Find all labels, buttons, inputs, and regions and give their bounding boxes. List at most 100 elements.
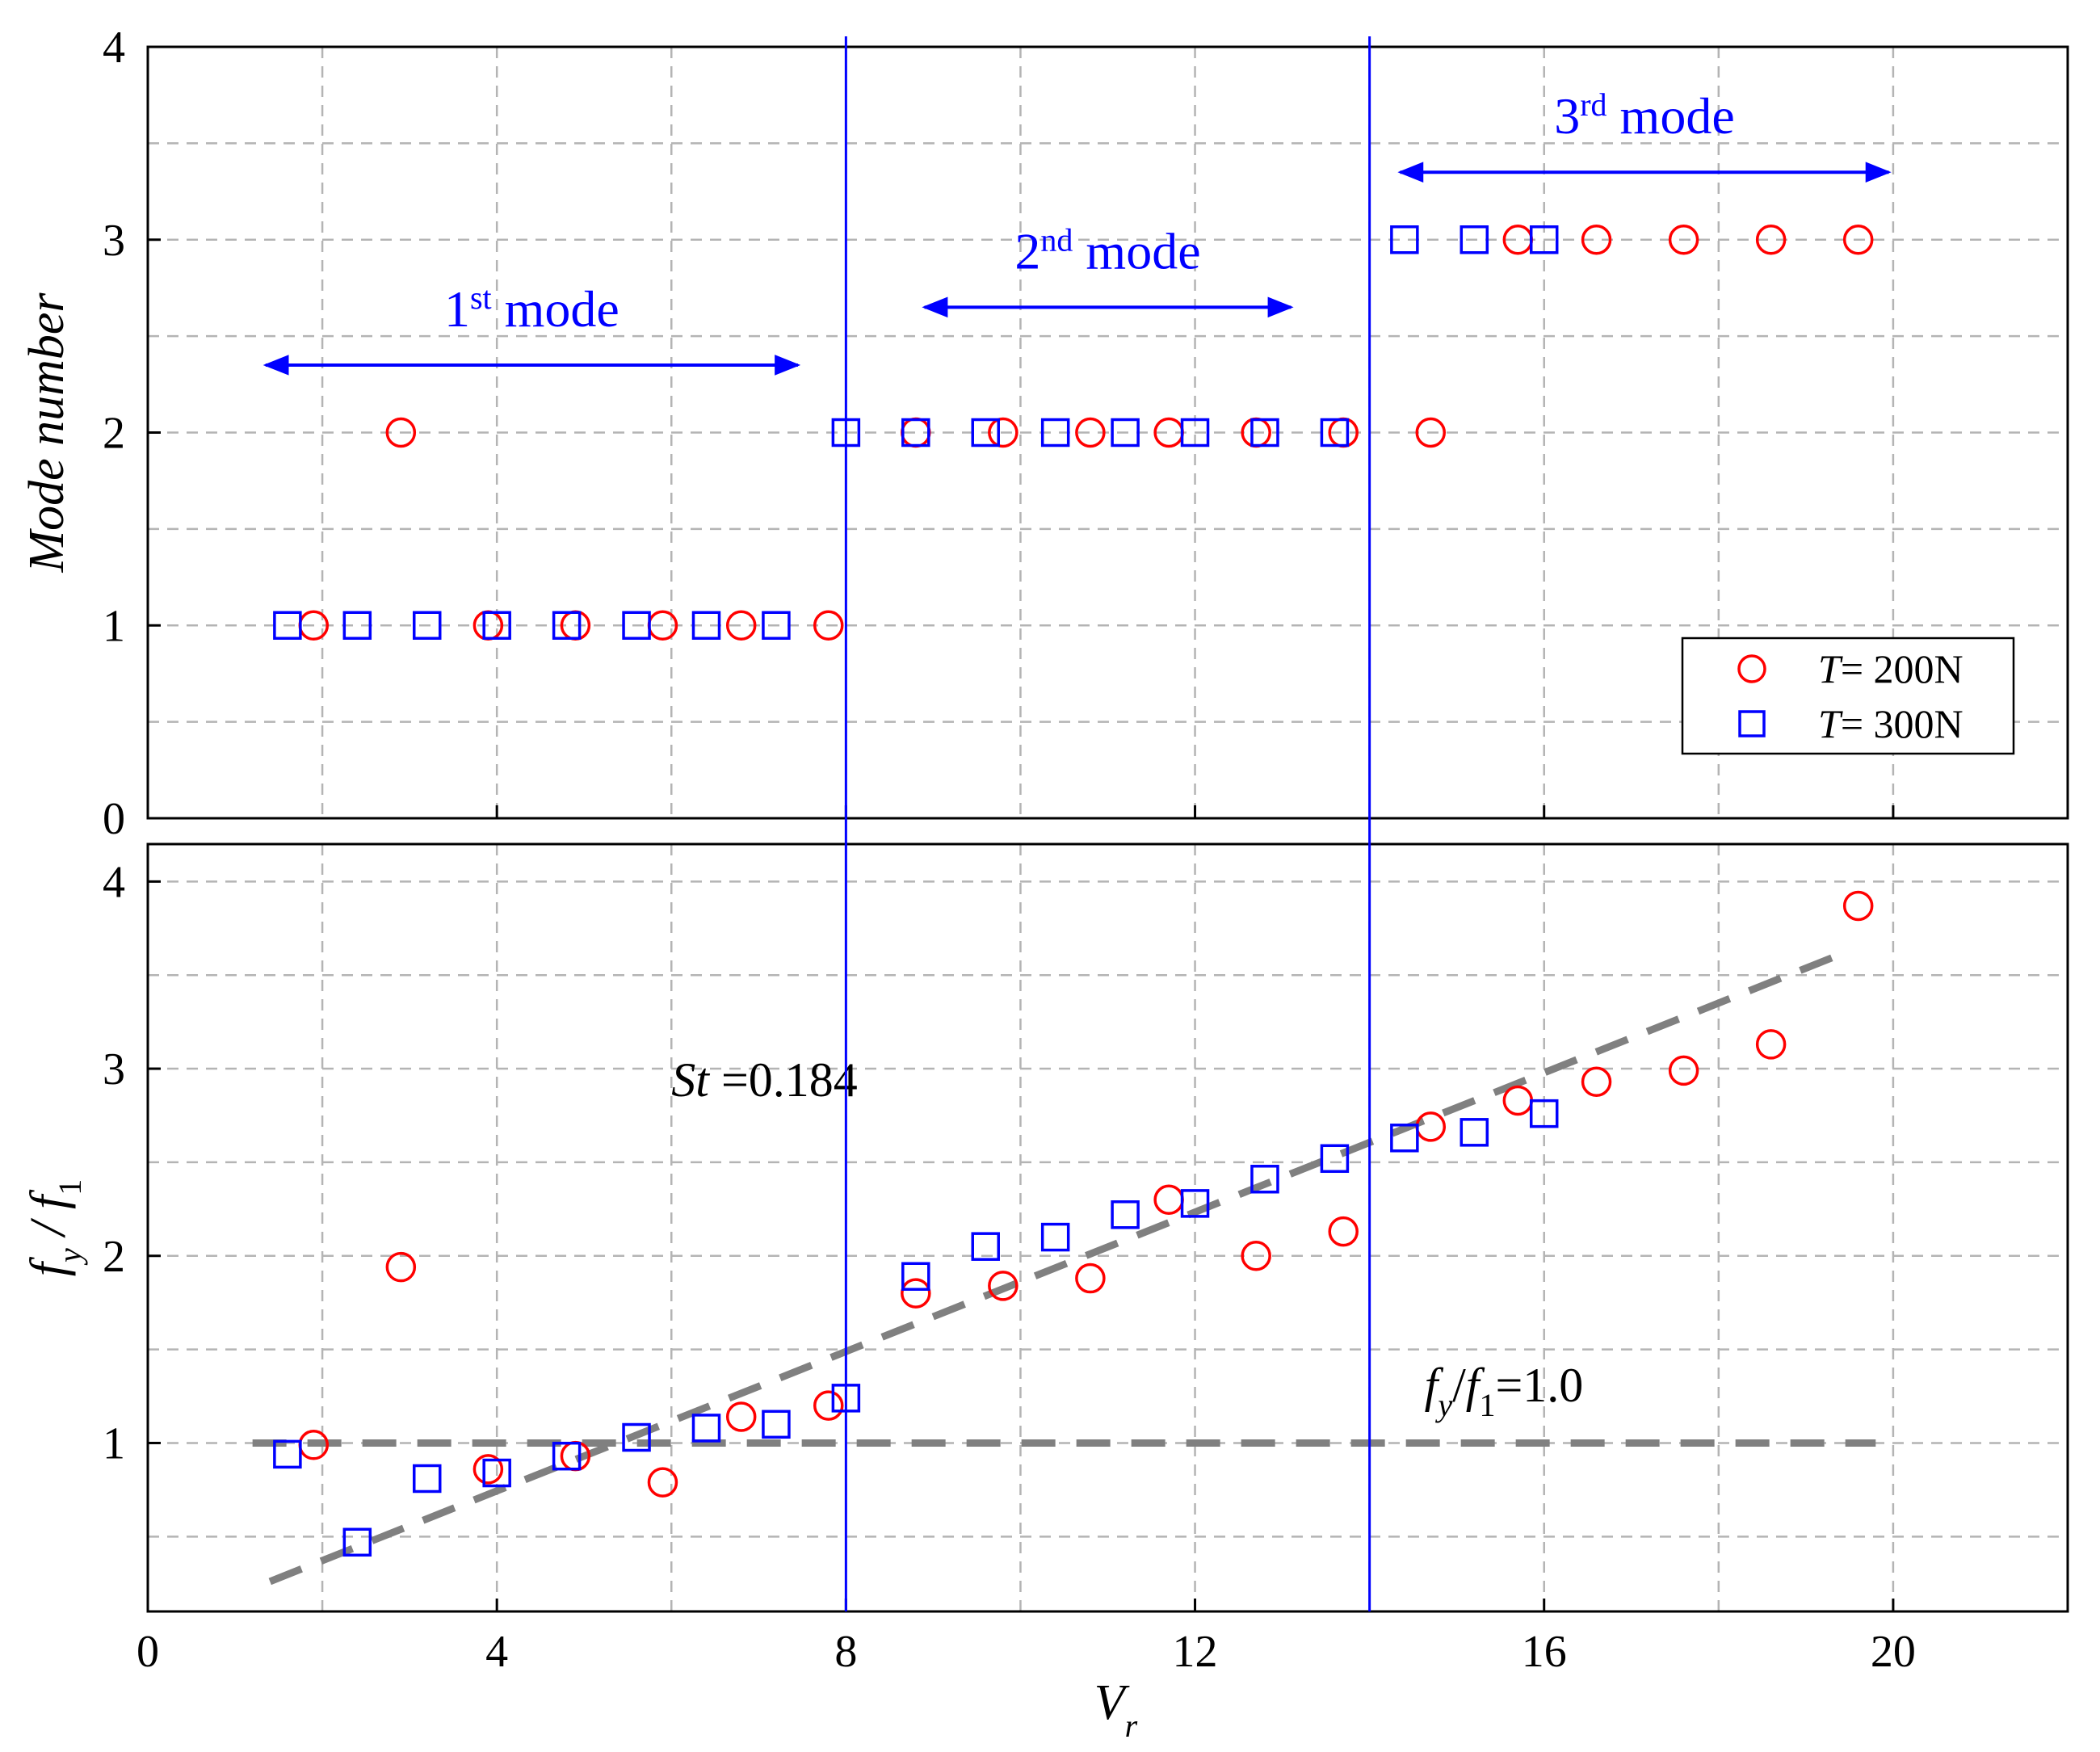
bottom-square-point	[342, 1527, 372, 1557]
bottom-square-point	[1040, 1222, 1070, 1252]
bottom-square-point	[1180, 1189, 1210, 1218]
bottom-circle-point	[647, 1467, 678, 1498]
bottom-circle-point	[1241, 1241, 1271, 1271]
bottom-circle-point	[1668, 1055, 1699, 1086]
bottom-annotations: St =0.184 fy/f1=1.0	[671, 1053, 1583, 1423]
top-circle-point	[813, 610, 844, 641]
top-circle-point	[725, 610, 757, 641]
bottom-reference-lines	[252, 947, 1876, 1586]
bottom-square-point	[273, 1439, 302, 1469]
bottom-circle-point	[385, 1251, 417, 1283]
legend-circle-icon	[1737, 654, 1766, 683]
top-square-point	[1320, 418, 1350, 447]
bottom-plot-frame	[146, 842, 2069, 1613]
bottom-circle-point	[472, 1454, 504, 1485]
bottom-circle-point	[813, 1390, 844, 1421]
x-axis-label: Vr	[1094, 1675, 1138, 1744]
reference-dashed-line	[268, 947, 1851, 1586]
bottom-square-point	[971, 1232, 1000, 1261]
bottom-square-point	[691, 1414, 721, 1443]
top-y-tick-label: 4	[103, 23, 125, 73]
top-circle-point	[1075, 417, 1106, 448]
strouhal-label: St =0.184	[671, 1053, 858, 1107]
top-square-point	[1390, 225, 1419, 254]
top-y-tick-label: 0	[103, 794, 125, 844]
top-square-point	[971, 418, 1000, 447]
bottom-circle-point	[1581, 1066, 1612, 1098]
bottom-square-point	[1111, 1200, 1140, 1229]
top-square-point	[1180, 418, 1210, 447]
legend-box	[1681, 637, 2015, 755]
bottom-circle-point	[725, 1401, 757, 1432]
legend: T= 200N T= 300N	[1681, 637, 2015, 755]
bottom-circle-point	[1075, 1263, 1106, 1294]
top-panel: 0 1 2 3 4 Mode number 1st mode 2nd mode 3rd mod…	[19, 23, 2069, 844]
bottom-square-point	[1460, 1118, 1489, 1147]
bottom-circle-point	[1328, 1216, 1359, 1247]
bottom-square-point	[762, 1410, 791, 1439]
legend-entry-label: T= 300N	[1818, 701, 1964, 746]
bottom-circle-point	[1755, 1029, 1787, 1060]
top-markers	[273, 225, 1874, 641]
top-square-point	[691, 611, 721, 640]
bottom-square-point	[901, 1262, 930, 1291]
top-circle-point	[1842, 225, 1874, 255]
top-circle-point	[1581, 225, 1612, 255]
top-circle-point	[988, 417, 1018, 448]
bottom-circle-point	[1415, 1111, 1447, 1142]
bottom-x-tick-label: 16	[1522, 1627, 1567, 1677]
top-square-point	[552, 611, 582, 640]
mode-label: 1st mode	[444, 279, 620, 338]
bottom-y-tick-label: 3	[103, 1044, 125, 1094]
bottom-circle-point	[988, 1271, 1018, 1301]
top-square-point	[622, 611, 651, 640]
top-square-point	[1040, 418, 1070, 447]
bottom-x-tick-label: 0	[136, 1627, 159, 1677]
bottom-square-point	[622, 1422, 651, 1452]
top-square-point	[762, 611, 791, 640]
top-y-axis-label: Mode number	[19, 292, 74, 573]
bottom-square-point	[1390, 1124, 1419, 1153]
bottom-y-tick-label: 2	[103, 1232, 125, 1282]
bottom-square-point	[1529, 1099, 1559, 1128]
top-axes: 0 1 2 3 4 Mode number	[19, 23, 2069, 844]
mode-label: 3rd mode	[1554, 86, 1735, 145]
top-square-point	[482, 611, 511, 640]
mode-label: 2nd mode	[1014, 221, 1200, 280]
top-y-tick-label: 2	[103, 409, 125, 459]
top-circle-point	[1415, 417, 1447, 448]
top-square-point	[1460, 225, 1489, 254]
top-annotations: 1st mode 2nd mode 3rd mode	[262, 86, 1892, 376]
top-square-point	[1111, 418, 1140, 447]
bottom-square-point	[1250, 1165, 1279, 1194]
bottom-x-tick-label: 8	[834, 1627, 857, 1677]
bottom-y-axis-label: fy / f1	[21, 1179, 88, 1276]
mode-separators	[844, 36, 1371, 1611]
top-circle-point	[385, 417, 417, 448]
top-circle-point	[1755, 225, 1787, 255]
legend-square-icon	[1738, 710, 1766, 737]
bottom-circle-point	[1153, 1184, 1184, 1215]
bottom-square-point	[552, 1441, 582, 1471]
bottom-markers	[273, 890, 1874, 1557]
bottom-square-point	[1320, 1144, 1350, 1174]
bottom-grid	[148, 844, 2068, 1611]
top-y-tick-label: 1	[103, 601, 125, 651]
bottom-circle-point	[901, 1278, 931, 1309]
bottom-square-point	[412, 1464, 442, 1494]
bottom-circle-point	[1502, 1085, 1534, 1116]
bottom-square-point	[482, 1458, 511, 1488]
bottom-x-tick-label: 12	[1173, 1627, 1218, 1677]
top-circle-point	[1668, 225, 1699, 255]
top-square-point	[273, 611, 302, 640]
bottom-x-tick-label: 4	[485, 1627, 508, 1677]
bottom-y-tick-label: 1	[103, 1418, 125, 1468]
top-y-tick-label: 3	[103, 216, 125, 266]
bottom-x-tick-label: 20	[1871, 1627, 1916, 1677]
bottom-y-tick-label: 4	[103, 857, 125, 907]
bottom-circle-point	[1842, 890, 1874, 922]
top-square-point	[1529, 225, 1559, 254]
